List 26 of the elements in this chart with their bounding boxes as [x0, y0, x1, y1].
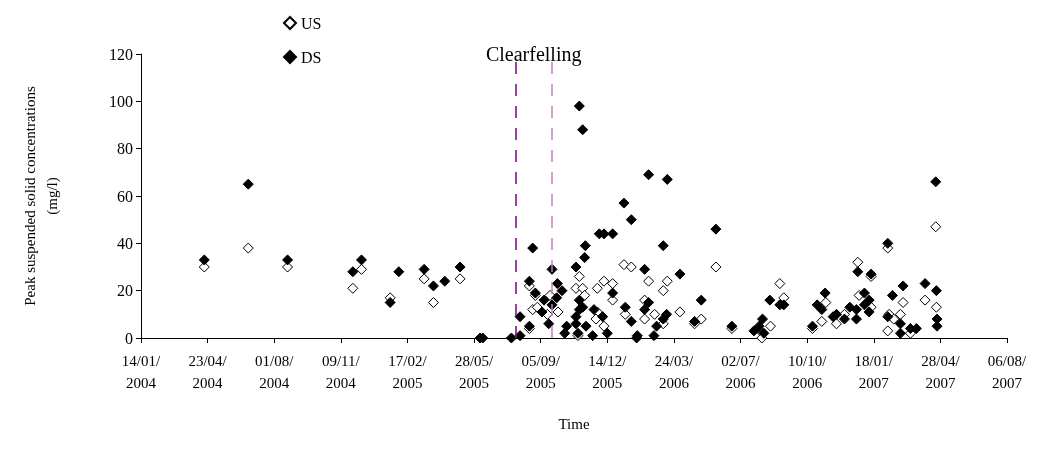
y-tick-label: 0: [125, 329, 133, 347]
y-tick-label: 40: [117, 234, 133, 252]
legend-label: US: [301, 14, 322, 32]
y-tick-label: 120: [109, 45, 133, 63]
legend-label: DS: [301, 48, 322, 66]
x-tick-label: 17/02/ 2005: [388, 353, 428, 391]
x-tick-label: 28/05/ 2005: [454, 353, 495, 391]
x-tick-label: 09/11/ 2004: [321, 353, 361, 391]
x-axis-title: Time: [558, 415, 590, 432]
annotation: Clearfelling: [485, 43, 582, 66]
x-tick-label: 14/01/ 2004: [121, 353, 161, 391]
x-tick-label: 28/04/ 2007: [921, 353, 961, 391]
x-tick-label: 02/07/ 2006: [721, 353, 761, 391]
y-axis-title: Peak suspended solid concentrations (mg/l): [22, 86, 61, 306]
x-tick-label: 23/04/ 2004: [188, 353, 228, 391]
x-tick-label: 10/10/ 2006: [787, 353, 828, 391]
x-tick-label: 14/12/ 2005: [588, 353, 628, 391]
x-tick-label: 06/08/ 2007: [987, 353, 1027, 391]
x-tick-label: 18/01/ 2007: [854, 353, 894, 391]
y-tick-label: 100: [109, 92, 133, 110]
y-tick-label: 80: [117, 140, 133, 158]
x-tick-label: 01/08/ 2004: [255, 353, 295, 391]
x-tick-label: 05/09/ 2005: [521, 353, 561, 391]
x-tick-label: 24/03/ 2006: [654, 353, 694, 391]
y-tick-label: 20: [117, 282, 133, 300]
y-tick-label: 60: [117, 187, 133, 205]
